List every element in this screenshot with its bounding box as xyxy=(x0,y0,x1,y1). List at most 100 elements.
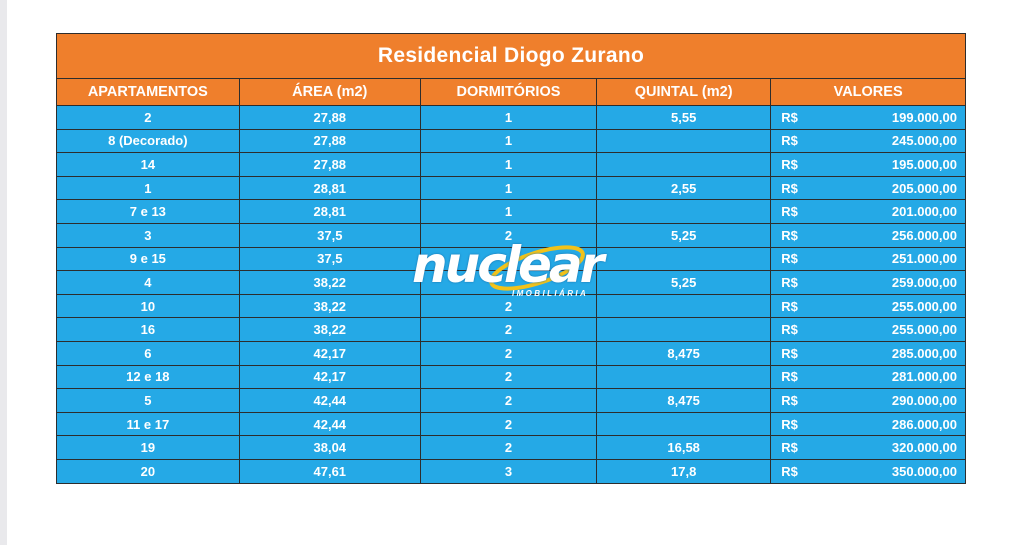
price-amount: 259.000,00 xyxy=(891,274,957,290)
currency-symbol: R$ xyxy=(781,204,798,220)
cell-valor: R$ 255.000,00 xyxy=(770,317,965,342)
cell-valor: R$ 205.000,00 xyxy=(770,176,965,201)
price-amount: 320.000,00 xyxy=(891,440,957,456)
cell-valor: R$ 256.000,00 xyxy=(770,223,965,248)
cell-valor: R$ 199.000,00 xyxy=(770,105,965,130)
cell-valor: R$ 350.000,00 xyxy=(770,459,965,483)
cell-valor: R$ 290.000,00 xyxy=(770,388,965,413)
window-edge xyxy=(0,0,7,545)
cell-valor: R$ 259.000,00 xyxy=(770,270,965,295)
cell-area: 27,88 xyxy=(239,105,421,130)
cell-quintal: 5,25 xyxy=(596,270,772,295)
price-amount: 286.000,00 xyxy=(891,416,957,432)
cell-dormitorios: 1 xyxy=(420,129,598,154)
col-header-apartamentos: APARTAMENTOS xyxy=(57,79,240,106)
cell-quintal: 2,55 xyxy=(596,176,772,201)
table-title: Residencial Diogo Zurano xyxy=(57,34,965,79)
cell-dormitorios: 1 xyxy=(420,176,598,201)
col-header-valores: VALORES xyxy=(770,79,965,106)
currency-symbol: R$ xyxy=(781,251,798,267)
cell-quintal xyxy=(596,199,772,224)
cell-quintal: 16,58 xyxy=(596,435,772,460)
currency-symbol: R$ xyxy=(781,133,798,149)
cell-dormitorios: 1 xyxy=(420,105,598,130)
cell-area: 47,61 xyxy=(239,459,421,483)
table-row: 12 e 18 42,17 2 R$ 281.000,00 xyxy=(57,365,965,390)
price-table-sheet: Residencial Diogo Zurano APARTAMENTOS ÁR… xyxy=(56,33,966,484)
cell-valor: R$ 285.000,00 xyxy=(770,341,965,366)
col-header-area: ÁREA (m2) xyxy=(239,79,421,106)
price-amount: 290.000,00 xyxy=(891,392,957,408)
cell-area: 42,17 xyxy=(239,341,421,366)
cell-apartamento: 19 xyxy=(57,435,240,460)
cell-quintal: 5,25 xyxy=(596,223,772,248)
cell-dormitorios: 2 xyxy=(420,388,598,413)
price-amount: 201.000,00 xyxy=(891,204,957,220)
cell-apartamento: 12 e 18 xyxy=(57,365,240,390)
price-amount: 281.000,00 xyxy=(891,369,957,385)
cell-apartamento: 16 xyxy=(57,317,240,342)
table-body: 2 27,88 1 5,55 R$ 199.000,00 8 (Decorado) 27,88… xyxy=(57,105,965,483)
cell-quintal: 8,475 xyxy=(596,341,772,366)
cell-dormitorios: 2 xyxy=(420,294,598,319)
price-amount: 256.000,00 xyxy=(891,227,957,243)
cell-valor: R$ 245.000,00 xyxy=(770,129,965,154)
table-row: 19 38,04 2 16,58 R$ 320.000,00 xyxy=(57,435,965,460)
cell-quintal: 5,55 xyxy=(596,105,772,130)
currency-symbol: R$ xyxy=(781,416,798,432)
cell-valor: R$ 286.000,00 xyxy=(770,412,965,437)
currency-symbol: R$ xyxy=(781,109,798,125)
currency-symbol: R$ xyxy=(781,274,798,290)
cell-area: 38,22 xyxy=(239,317,421,342)
price-table: APARTAMENTOS ÁREA (m2) DORMITÓRIOS QUINT… xyxy=(57,79,965,483)
cell-quintal xyxy=(596,294,772,319)
logo-subtitle: IMOBILIÁRIA xyxy=(512,289,589,298)
cell-dormitorios: 2 xyxy=(420,317,598,342)
cell-dormitorios: 3 xyxy=(420,459,598,483)
currency-symbol: R$ xyxy=(781,345,798,361)
table-row: 3 37,5 2 5,25 R$ 256.000,00 xyxy=(57,223,965,248)
table-row: 2 27,88 1 5,55 R$ 199.000,00 xyxy=(57,105,965,130)
cell-apartamento: 6 xyxy=(57,341,240,366)
ellipse-swoosh-icon xyxy=(489,245,585,291)
cell-area: 28,81 xyxy=(239,199,421,224)
price-amount: 350.000,00 xyxy=(891,463,957,479)
cell-valor: R$ 251.000,00 xyxy=(770,247,965,272)
price-amount: 245.000,00 xyxy=(891,133,957,149)
cell-dormitorios: 2 xyxy=(420,412,598,437)
cell-apartamento: 5 xyxy=(57,388,240,413)
cell-dormitorios: 2 xyxy=(420,365,598,390)
cell-area: 42,17 xyxy=(239,365,421,390)
cell-apartamento: 14 xyxy=(57,152,240,177)
currency-symbol: R$ xyxy=(781,322,798,338)
cell-apartamento: 11 e 17 xyxy=(57,412,240,437)
cell-quintal xyxy=(596,412,772,437)
price-amount: 255.000,00 xyxy=(891,322,957,338)
price-amount: 285.000,00 xyxy=(891,345,957,361)
currency-symbol: R$ xyxy=(781,369,798,385)
header-row: APARTAMENTOS ÁREA (m2) DORMITÓRIOS QUINT… xyxy=(57,79,965,106)
cell-valor: R$ 320.000,00 xyxy=(770,435,965,460)
currency-symbol: R$ xyxy=(781,227,798,243)
cell-quintal: 8,475 xyxy=(596,388,772,413)
cell-apartamento: 10 xyxy=(57,294,240,319)
currency-symbol: R$ xyxy=(781,298,798,314)
cell-dormitorios: 2 xyxy=(420,223,598,248)
table-row: 9 e 15 37,5 R$ 251.000,00 xyxy=(57,247,965,272)
table-row: 4 38,22 5,25 R$ 259.000,00 xyxy=(57,270,965,295)
cell-dormitorios xyxy=(420,270,598,295)
table-row: 11 e 17 42,44 2 R$ 286.000,00 xyxy=(57,412,965,437)
cell-dormitorios: 1 xyxy=(420,199,598,224)
table-row: 14 27,88 1 R$ 195.000,00 xyxy=(57,152,965,177)
cell-quintal xyxy=(596,247,772,272)
cell-apartamento: 9 e 15 xyxy=(57,247,240,272)
cell-dormitorios: 2 xyxy=(420,341,598,366)
col-header-quintal: QUINTAL (m2) xyxy=(596,79,772,106)
cell-area: 38,22 xyxy=(239,294,421,319)
cell-apartamento: 20 xyxy=(57,459,240,483)
cell-apartamento: 1 xyxy=(57,176,240,201)
cell-quintal xyxy=(596,365,772,390)
cell-dormitorios: 2 xyxy=(420,435,598,460)
cell-quintal xyxy=(596,317,772,342)
cell-area: 28,81 xyxy=(239,176,421,201)
